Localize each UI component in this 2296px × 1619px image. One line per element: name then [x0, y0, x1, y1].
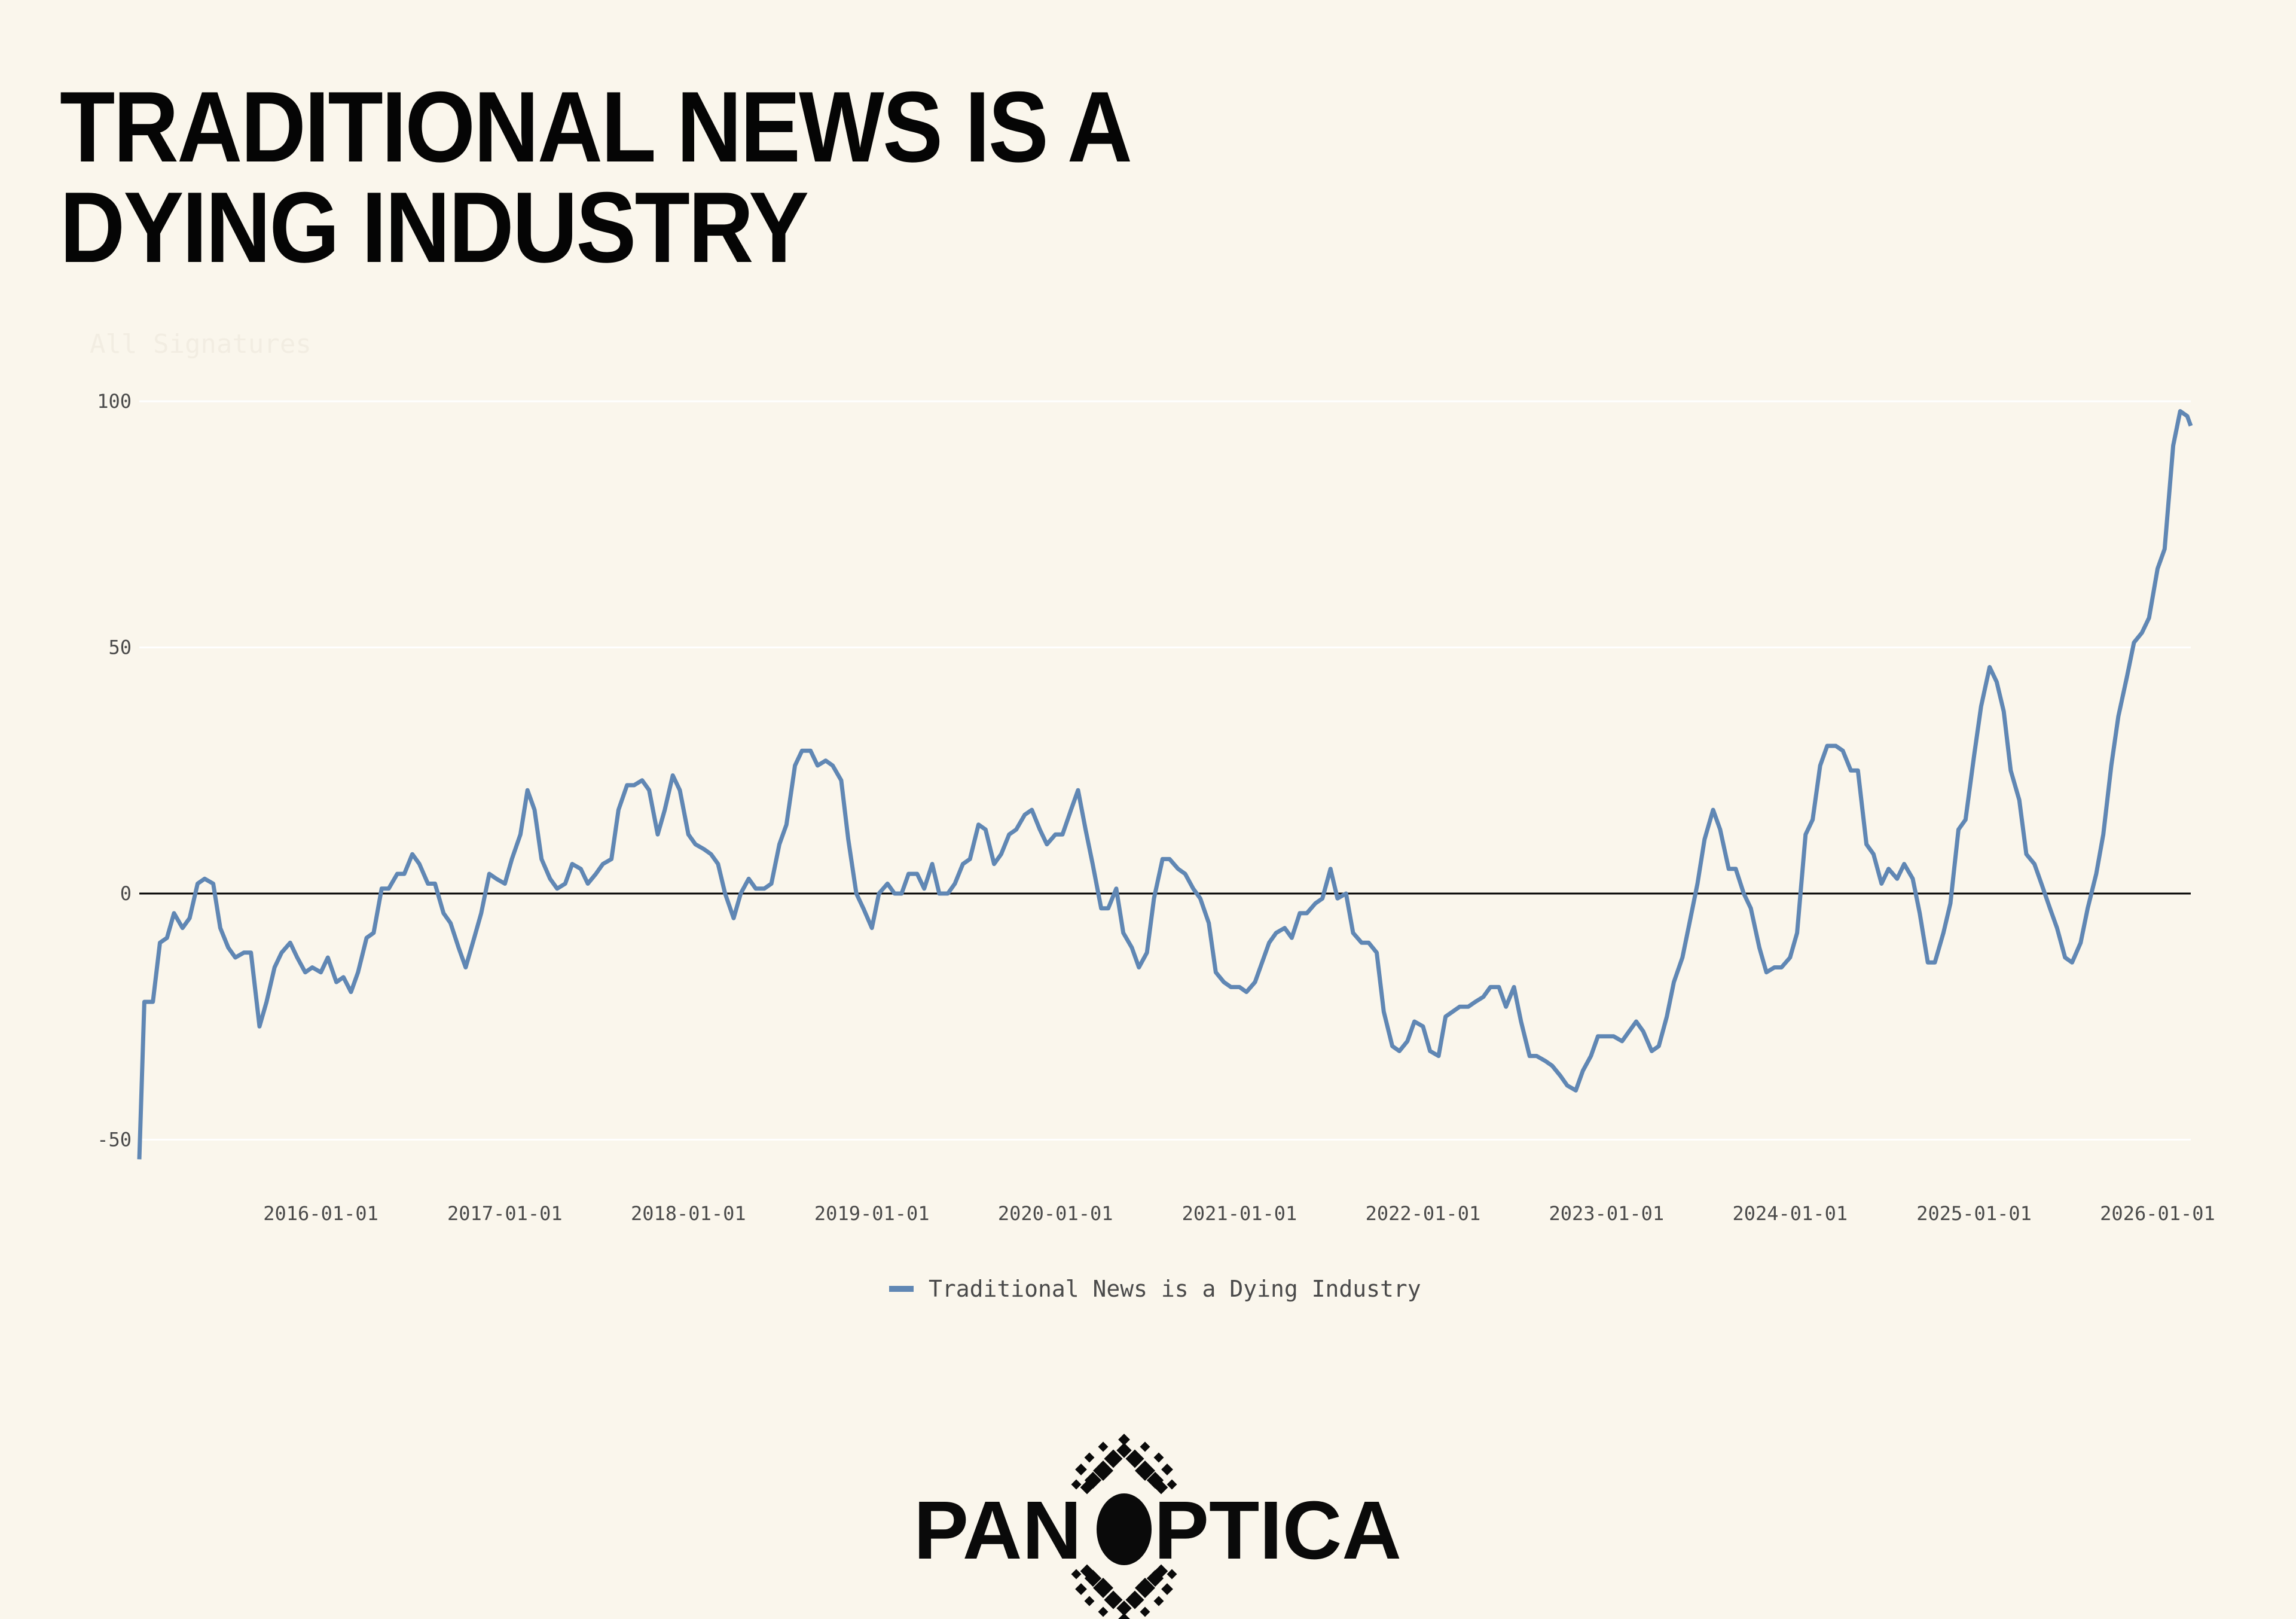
logo-dot [1154, 1480, 1168, 1495]
logo-dot [1135, 1461, 1155, 1481]
logo-dot [1071, 1479, 1082, 1490]
x-tick-label: 2026-01-01 [2100, 1202, 2215, 1225]
x-tick-label: 2017-01-01 [447, 1202, 563, 1225]
logo-text-right: PTICA [1154, 1484, 1402, 1577]
logo-dot [1161, 1463, 1173, 1475]
logo-dot [1140, 1441, 1150, 1452]
legend-label: Traditional News is a Dying Industry [929, 1276, 1421, 1302]
logo-dot [1154, 1564, 1168, 1578]
chart-subtitle: All Signatures [90, 329, 312, 359]
logo-eye-icon [1097, 1493, 1152, 1565]
gridlines [139, 400, 2191, 1141]
logo-dot [1093, 1461, 1113, 1481]
y-tick-label: -50 [97, 1129, 132, 1151]
x-axis-ticks: 2016-01-01 2017-01-01 2018-01-01 2019-01-01… [263, 1202, 2215, 1225]
x-tick-label: 2020-01-01 [998, 1202, 1113, 1225]
logo-dot [1104, 1590, 1123, 1609]
title-line-1: TRADITIONAL NEWS IS A [60, 71, 1132, 183]
logo-text-left: PAN [914, 1484, 1082, 1577]
series-line [137, 409, 2193, 1160]
logo-dot [1161, 1583, 1173, 1595]
x-tick-label: 2022-01-01 [1366, 1202, 1481, 1225]
logo-dot [1167, 1569, 1177, 1580]
logo-dot [1167, 1479, 1177, 1490]
logo-dot [1075, 1463, 1087, 1475]
logo-dot [1093, 1578, 1113, 1598]
logo-dot [1135, 1578, 1155, 1598]
x-tick-label: 2016-01-01 [263, 1202, 378, 1225]
logo-dot [1125, 1590, 1144, 1609]
logo-dot [1075, 1583, 1087, 1595]
page-title: TRADITIONAL NEWS IS A DYING INDUSTRY [60, 71, 1132, 283]
x-tick-label: 2025-01-01 [1916, 1202, 2032, 1225]
x-tick-label: 2018-01-01 [631, 1202, 746, 1225]
logo-dot [1118, 1434, 1130, 1446]
x-tick-label: 2021-01-01 [1182, 1202, 1297, 1225]
legend[interactable]: Traditional News is a Dying Industry [889, 1276, 1421, 1302]
logo-dot [1140, 1606, 1150, 1617]
logo-dot [1104, 1449, 1123, 1468]
logo-dot [1098, 1606, 1109, 1617]
logo-dot [1080, 1480, 1094, 1495]
y-axis-ticks: 100 50 0 -50 [97, 390, 132, 1151]
logo-dot [1153, 1452, 1164, 1463]
x-tick-label: 2024-01-01 [1732, 1202, 1848, 1225]
y-tick-label: 0 [120, 882, 132, 905]
logo-dot [1098, 1441, 1109, 1452]
logo-dot [1125, 1449, 1144, 1468]
logo-dot [1080, 1564, 1094, 1578]
x-tick-label: 2023-01-01 [1549, 1202, 1665, 1225]
logo-dot [1153, 1596, 1164, 1606]
logo-dot [1084, 1452, 1095, 1463]
y-tick-label: 50 [108, 636, 132, 659]
title-line-2: DYING INDUSTRY [60, 171, 809, 283]
logo-dot [1118, 1613, 1130, 1619]
y-tick-label: 100 [97, 390, 132, 413]
logo-dot [1071, 1569, 1082, 1580]
panoptica-logo: PAN PTICA [914, 1434, 1402, 1619]
logo-dot [1084, 1596, 1095, 1606]
x-tick-label: 2019-01-01 [814, 1202, 930, 1225]
